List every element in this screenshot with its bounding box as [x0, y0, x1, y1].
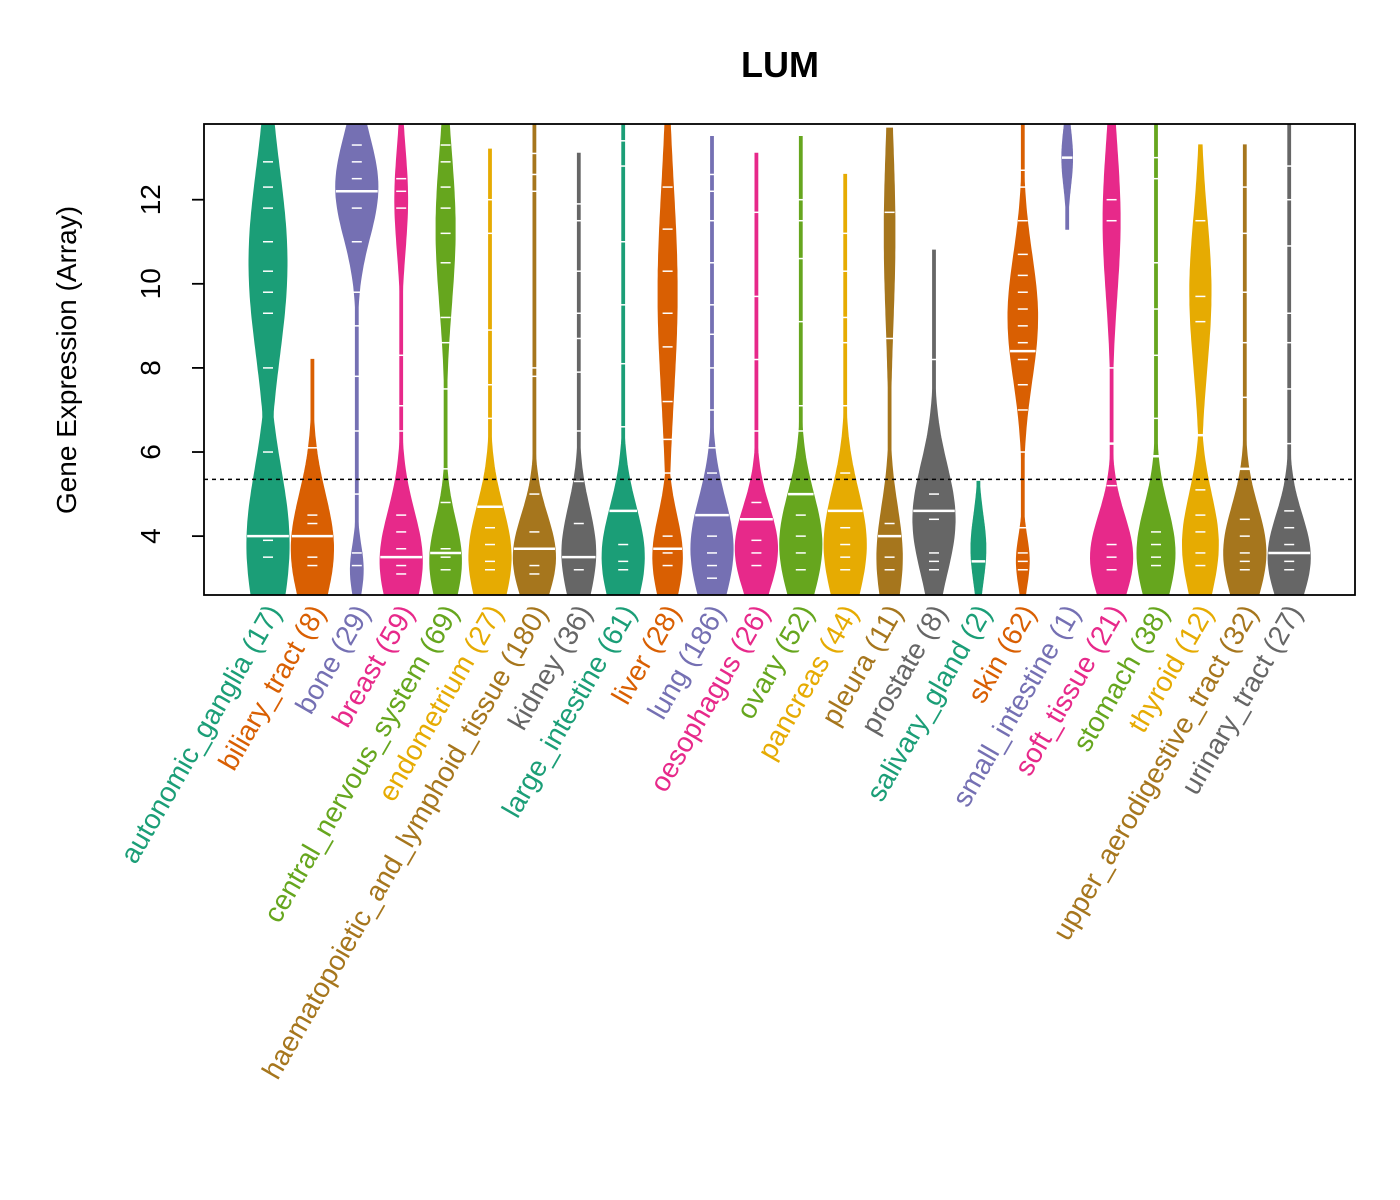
plot-frame: [203, 123, 1356, 596]
y-tick-label: 10: [135, 268, 166, 299]
violin-skin: [1007, 124, 1039, 595]
violin-shape: [690, 136, 734, 595]
violin-prostate: [912, 249, 956, 595]
violin-shape: [429, 124, 462, 595]
violin-shape: [970, 480, 987, 595]
violin-shape: [1136, 124, 1176, 595]
violin-haematopoietic_and_lymphoid_tissue: [512, 124, 557, 595]
violin-shape: [876, 127, 903, 595]
y-tick-label: 12: [135, 184, 166, 215]
violin-small_intestine: [1061, 124, 1073, 230]
y-axis: 4 6 8 10 12: [135, 184, 204, 544]
violin-shape: [1182, 144, 1219, 595]
y-axis-label: Gene Expression (Array): [51, 206, 82, 514]
y-tick-label: 4: [135, 528, 166, 544]
violin-central_nervous_system: [429, 124, 462, 595]
violin-bone: [335, 124, 379, 595]
y-tick-label: 6: [135, 444, 166, 460]
violin-shape: [468, 148, 512, 595]
violin-stomach: [1136, 124, 1176, 595]
violin-shape: [652, 124, 683, 595]
violin-shape: [1089, 124, 1134, 595]
violin-shape: [1267, 124, 1311, 595]
violin-urinary_tract: [1267, 124, 1311, 595]
violin-oesophagus: [734, 152, 778, 595]
chart-title: LUM: [741, 44, 819, 85]
violins-group: [246, 124, 1311, 595]
x-axis-labels: autonomic_ganglia (17)biliary_tract (8)b…: [114, 600, 1308, 1085]
violin-shape: [290, 358, 334, 595]
violin-shape: [246, 124, 290, 595]
violin-shape: [779, 136, 823, 595]
violin-soft_tissue: [1089, 124, 1134, 595]
violin-biliary_tract: [290, 358, 334, 595]
violin-lung: [690, 136, 734, 595]
violin-breast: [379, 124, 423, 595]
violin-shape: [823, 173, 867, 595]
violin-thyroid: [1182, 144, 1219, 595]
violin-kidney: [561, 152, 597, 595]
violin-shape: [1061, 124, 1073, 230]
violin-shape: [335, 124, 379, 595]
violin-pleura: [876, 127, 903, 595]
violin-shape: [1223, 144, 1267, 595]
violin-pancreas: [823, 173, 867, 595]
violin-shape: [379, 124, 423, 595]
y-tick-label: 8: [135, 360, 166, 376]
violin-salivary_gland: [970, 480, 987, 595]
violin-shape: [734, 152, 778, 595]
violin-endometrium: [468, 148, 512, 595]
violin-large_intestine: [601, 124, 645, 595]
violin-autonomic_ganglia: [246, 124, 290, 595]
violin-shape: [601, 124, 645, 595]
violin-shape: [912, 249, 956, 595]
violin-ovary: [779, 136, 823, 595]
violin-upper_aerodigestive_tract: [1223, 144, 1267, 595]
violin-liver: [652, 124, 683, 595]
violin-shape: [512, 124, 557, 595]
violin-shape: [561, 152, 597, 595]
